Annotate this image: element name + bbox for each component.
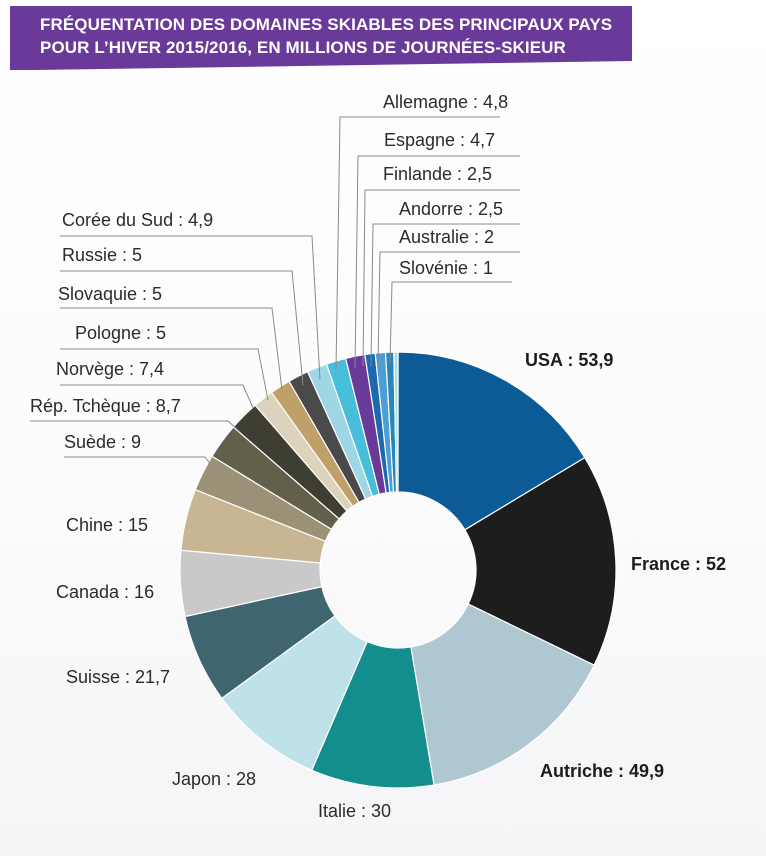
leader-line-suede	[64, 456, 216, 471]
leader-line-coree-du-sud	[60, 235, 321, 381]
title-band	[10, 6, 632, 70]
leader-line-rep-tcheque	[30, 420, 241, 433]
leader-line-finlande	[362, 189, 520, 367]
leader-line-andorre	[370, 223, 520, 367]
slice-autriche	[410, 603, 595, 786]
label-japon: Japon : 28	[172, 769, 256, 789]
slice-labels: USA : 53,9 France : 52 Autriche : 49,9 Ital…	[30, 92, 726, 821]
leader-line-allemagne	[335, 116, 500, 371]
leader-lines	[30, 116, 520, 471]
slice-slovenie	[393, 351, 399, 493]
donut-slices	[179, 351, 617, 789]
leader-line-slovaquie	[60, 307, 283, 391]
label-australie: Australie : 2	[399, 227, 494, 247]
label-allemagne: Allemagne : 4,8	[383, 92, 508, 112]
label-espagne: Espagne : 4,7	[384, 130, 495, 150]
label-rep-tcheque: Rép. Tchèque : 8,7	[30, 396, 181, 416]
label-italie: Italie : 30	[318, 801, 391, 821]
chart-title: FRÉQUENTATION DES DOMAINES SKIABLES DES …	[40, 13, 630, 59]
label-andorre: Andorre : 2,5	[399, 199, 503, 219]
label-canada: Canada : 16	[56, 582, 154, 602]
label-finlande: Finlande : 2,5	[383, 164, 492, 184]
label-suede: Suède : 9	[64, 432, 141, 452]
label-norvege: Norvège : 7,4	[56, 359, 164, 379]
label-autriche: Autriche : 49,9	[540, 761, 664, 781]
label-pologne: Pologne : 5	[75, 323, 166, 343]
slice-france	[464, 456, 617, 666]
label-chine: Chine : 15	[66, 515, 148, 535]
label-russie: Russie : 5	[62, 245, 142, 265]
label-usa: USA : 53,9	[525, 350, 613, 370]
label-suisse: Suisse : 21,7	[66, 667, 170, 687]
leader-line-australie	[377, 251, 520, 366]
chart-title-line-1: FRÉQUENTATION DES DOMAINES SKIABLES DES …	[40, 15, 613, 34]
leader-line-slovenie	[389, 281, 512, 365]
chart-title-line-2: POUR L’HIVER 2015/2016, EN MILLIONS DE J…	[40, 38, 566, 57]
leader-line-russie	[60, 270, 304, 386]
leader-line-pologne	[60, 348, 269, 401]
label-france: France : 52	[631, 554, 726, 574]
label-slovenie: Slovénie : 1	[399, 258, 493, 278]
leader-line-espagne	[354, 155, 520, 369]
label-coree-du-sud: Corée du Sud : 4,9	[62, 210, 213, 230]
leader-line-norvege	[60, 384, 254, 409]
label-slovaquie: Slovaquie : 5	[58, 284, 162, 304]
